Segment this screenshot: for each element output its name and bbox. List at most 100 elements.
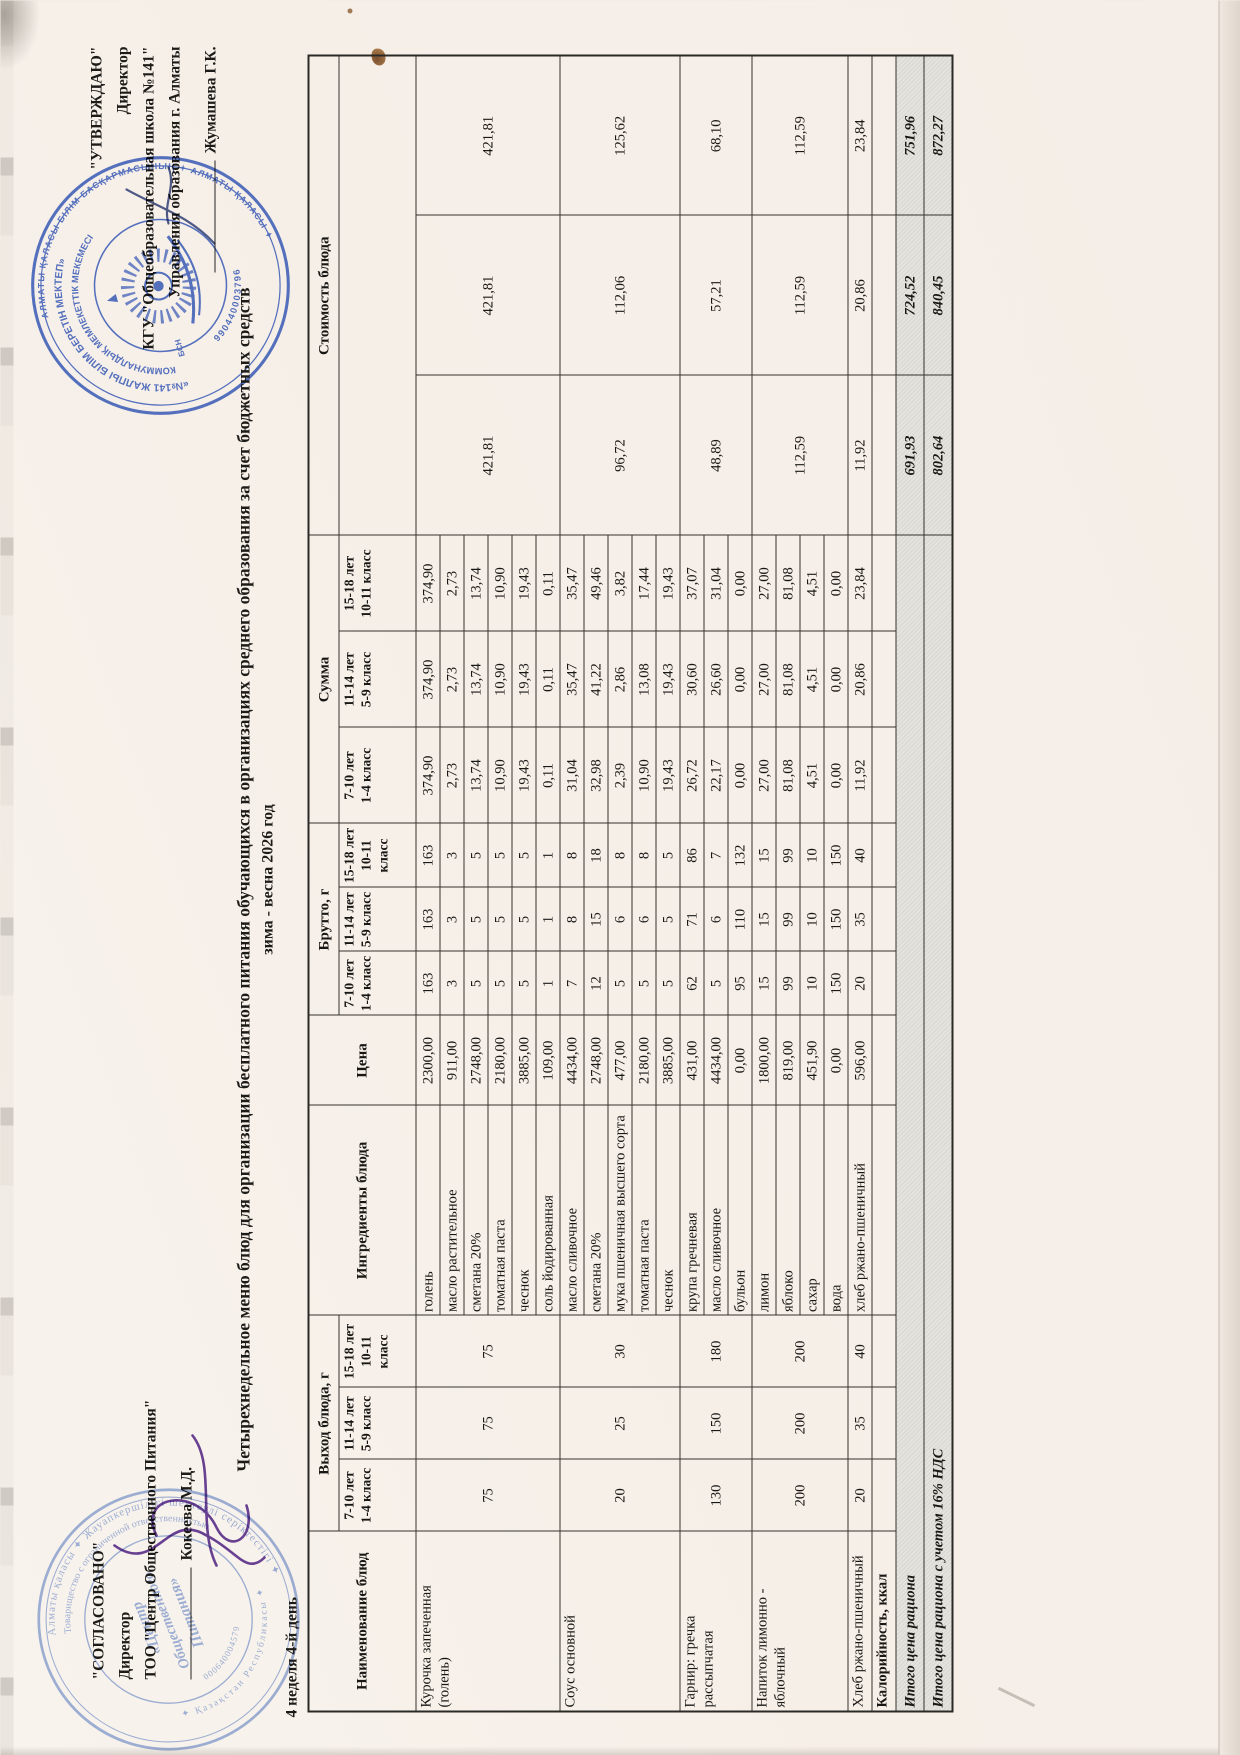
summa-cell: 27,00 [751, 535, 776, 631]
empty-cell [871, 1459, 896, 1531]
summa-cell: 13,74 [463, 631, 488, 727]
summa-cell: 13,74 [463, 727, 488, 823]
header-age-group: 7-10 лет 1-4 класс [338, 951, 416, 1015]
calories-label-cell: Калорийность, ккал [871, 1531, 896, 1711]
brutto-cell: 10 [799, 823, 824, 887]
summa-cell: 19,43 [511, 631, 536, 727]
header-age-group: 15-18 лет 10-11 класс [338, 535, 416, 631]
ingredient-cell: масло растительное [439, 1105, 464, 1315]
ingredient-cell: вода [823, 1105, 848, 1315]
approve-signature [124, 165, 216, 245]
header-age-group: 15-18 лет 10-11 класс [338, 1315, 416, 1387]
portion-cell: 200 [751, 1459, 848, 1531]
brutto-cell: 8 [607, 823, 632, 887]
brutto-cell: 6 [607, 887, 632, 951]
corner-smudge [0, 0, 40, 70]
brutto-cell: 15 [751, 823, 776, 887]
week-day-label: 4 неделя 4-й день [283, 1596, 300, 1717]
ingredient-cell: голень [415, 1105, 440, 1315]
scan-edge-smudge [0, 0, 13, 1755]
header-name: Наименование блюд [308, 1531, 416, 1711]
ingredient-cell: масло сливочное [703, 1105, 728, 1315]
brown-speck [347, 8, 352, 13]
portion-cell: 180 [679, 1315, 752, 1387]
summa-cell: 81,08 [775, 727, 800, 823]
price-cell: 2748,00 [463, 1015, 488, 1105]
brutto-cell: 5 [463, 887, 488, 951]
total-row-value: 724,52 [895, 215, 924, 375]
header-cost: Стоимость блюда [308, 55, 339, 535]
brutto-cell: 6 [703, 887, 728, 951]
header-out: Выход блюда, г [308, 1315, 339, 1531]
ingredient-cell: лимон [751, 1105, 776, 1315]
summa-cell: 2,39 [607, 727, 632, 823]
summa-cell: 27,00 [751, 727, 776, 823]
brutto-cell: 5 [655, 823, 680, 887]
brutto-cell: 99 [775, 823, 800, 887]
dish-name-cell: Напиток лимонно - яблочный [751, 1531, 848, 1711]
summa-cell: 4,51 [799, 535, 824, 631]
empty-cell [871, 1315, 896, 1387]
pencil-stroke [997, 1686, 1035, 1707]
brutto-cell: 8 [631, 823, 656, 887]
brutto-cell: 5 [607, 951, 632, 1015]
brutto-cell: 5 [703, 951, 728, 1015]
portion-cell: 35 [847, 1387, 872, 1459]
cost-cell: 48,89 [679, 375, 752, 535]
summa-cell: 20,86 [847, 631, 872, 727]
price-cell: 2748,00 [583, 1015, 608, 1105]
brutto-cell: 5 [487, 823, 512, 887]
brutto-cell: 150 [823, 951, 848, 1015]
price-cell: 451,90 [799, 1015, 824, 1105]
brutto-cell: 6 [631, 887, 656, 951]
portion-cell: 75 [415, 1315, 560, 1387]
stamp-bin-label: БСН [173, 338, 187, 358]
brutto-cell: 1 [535, 951, 560, 1015]
header-ingredients: Ингредиенты блюда [308, 1105, 416, 1315]
ingredient-cell: соль йодированная [535, 1105, 560, 1315]
brutto-cell: 99 [775, 887, 800, 951]
price-cell: 819,00 [775, 1015, 800, 1105]
brutto-cell: 5 [655, 951, 680, 1015]
brutto-cell: 150 [823, 823, 848, 887]
empty-cell [871, 1105, 896, 1315]
price-cell: 4434,00 [559, 1015, 584, 1105]
summa-cell: 0,11 [535, 727, 560, 823]
summa-cell: 23,84 [847, 535, 872, 631]
empty-cell [871, 631, 896, 727]
brutto-cell: 3 [439, 887, 464, 951]
total-vat-row-value: 872,27 [923, 55, 952, 215]
ingredient-cell: чеснок [511, 1105, 536, 1315]
cost-cell: 125,62 [559, 55, 680, 215]
total-row-value: 691,93 [895, 375, 924, 535]
ingredient-cell: томатная паста [487, 1105, 512, 1315]
brutto-cell: 7 [559, 951, 584, 1015]
ingredient-cell: масло сливочное [559, 1105, 584, 1315]
brutto-cell: 150 [823, 887, 848, 951]
brutto-cell: 132 [727, 823, 752, 887]
total-vat-row-value: 840,45 [923, 215, 952, 375]
brutto-cell: 10 [799, 951, 824, 1015]
header-summa: Сумма [308, 535, 339, 823]
brutto-cell: 15 [583, 887, 608, 951]
ingredient-cell: сахар [799, 1105, 824, 1315]
summa-cell: 0,00 [727, 535, 752, 631]
ingredient-cell: чеснок [655, 1105, 680, 1315]
price-cell: 1800,00 [751, 1015, 776, 1105]
cost-cell: 57,21 [679, 215, 752, 375]
brutto-cell: 5 [655, 887, 680, 951]
summa-cell: 19,43 [655, 631, 680, 727]
agree-signature [112, 1433, 266, 1567]
brutto-cell: 12 [583, 951, 608, 1015]
brutto-cell: 40 [847, 823, 872, 887]
dish-name-cell: Хлеб ржано-пшеничный [847, 1531, 872, 1711]
dish-name-cell: Гарнир: гречка рассыпчатая [679, 1531, 752, 1711]
cost-cell: 112,59 [751, 215, 848, 375]
empty-cell [871, 887, 896, 951]
price-cell: 477,00 [607, 1015, 632, 1105]
portion-cell: 30 [559, 1315, 680, 1387]
brutto-cell: 8 [559, 887, 584, 951]
price-cell: 2180,00 [487, 1015, 512, 1105]
summa-cell: 19,43 [511, 535, 536, 631]
dish-name-cell: Соус основной [559, 1531, 680, 1711]
